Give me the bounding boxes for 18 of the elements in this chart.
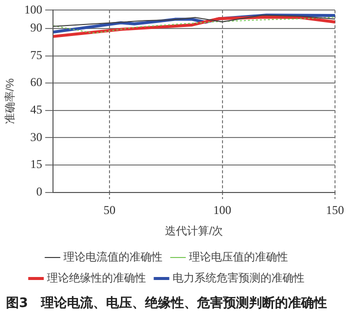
y-tick-label: 45 xyxy=(30,102,42,117)
y-tick-label: 30 xyxy=(30,130,42,144)
x-tick-label: 150 xyxy=(326,202,344,217)
x-tick-label: 100 xyxy=(213,202,232,217)
y-tick-label: 0 xyxy=(36,184,42,199)
legend-label: 理论电流值的准确性 xyxy=(64,250,162,264)
legend-label: 理论绝缘性的准确性 xyxy=(47,272,146,285)
legend-label: 理论电压值的准确性 xyxy=(189,250,288,264)
y-tick-label: 90 xyxy=(30,20,42,35)
x-tick-label: 50 xyxy=(104,202,116,217)
y-tick-label: 75 xyxy=(30,48,42,62)
y-tick-label: 100 xyxy=(24,2,42,16)
text: 图3 理论电流、电压、绝缘性、危害预测判断的准确性 xyxy=(6,294,328,312)
y-tick-label: 15 xyxy=(30,157,42,172)
y-tick-label: 60 xyxy=(30,75,42,90)
x-axis-title: 迭代计算/次 xyxy=(165,224,224,238)
y-axis-title: 准确率/% xyxy=(4,78,17,124)
legend-label: 电力系统危害预测的准确性 xyxy=(172,272,304,285)
